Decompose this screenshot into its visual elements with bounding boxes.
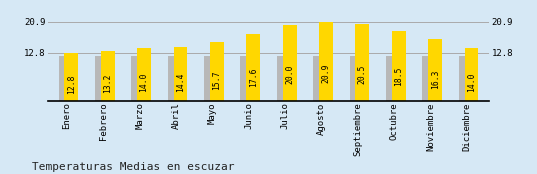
Text: 14.4: 14.4 bbox=[176, 72, 185, 92]
Bar bbox=[386, 56, 394, 101]
Bar bbox=[423, 56, 431, 101]
Bar bbox=[313, 56, 321, 101]
Text: Temperaturas Medias en escuzar: Temperaturas Medias en escuzar bbox=[32, 162, 235, 172]
Text: 15.7: 15.7 bbox=[212, 70, 221, 90]
Text: 14.0: 14.0 bbox=[140, 73, 149, 92]
Text: 14.0: 14.0 bbox=[467, 73, 476, 92]
Bar bbox=[168, 56, 176, 101]
Bar bbox=[277, 56, 285, 101]
Bar bbox=[459, 56, 467, 101]
Text: 18.5: 18.5 bbox=[394, 67, 403, 86]
Bar bbox=[319, 22, 333, 101]
Bar bbox=[282, 25, 296, 101]
Bar bbox=[132, 56, 139, 101]
Bar bbox=[246, 34, 260, 101]
Bar bbox=[429, 39, 442, 101]
Bar bbox=[137, 48, 151, 101]
Bar bbox=[241, 56, 249, 101]
Text: 16.3: 16.3 bbox=[431, 70, 440, 89]
Bar bbox=[392, 31, 405, 101]
Bar bbox=[350, 56, 358, 101]
Bar bbox=[210, 42, 224, 101]
Text: 20.0: 20.0 bbox=[285, 65, 294, 84]
Bar bbox=[465, 48, 478, 101]
Bar bbox=[95, 56, 103, 101]
Bar bbox=[101, 51, 114, 101]
Bar bbox=[173, 46, 187, 101]
Text: 12.8: 12.8 bbox=[67, 74, 76, 94]
Text: 20.9: 20.9 bbox=[322, 64, 330, 83]
Text: 17.6: 17.6 bbox=[249, 68, 258, 87]
Text: 20.5: 20.5 bbox=[358, 64, 367, 84]
Bar bbox=[204, 56, 212, 101]
Bar bbox=[64, 53, 78, 101]
Bar bbox=[59, 56, 67, 101]
Text: 13.2: 13.2 bbox=[103, 74, 112, 93]
Bar bbox=[355, 23, 369, 101]
